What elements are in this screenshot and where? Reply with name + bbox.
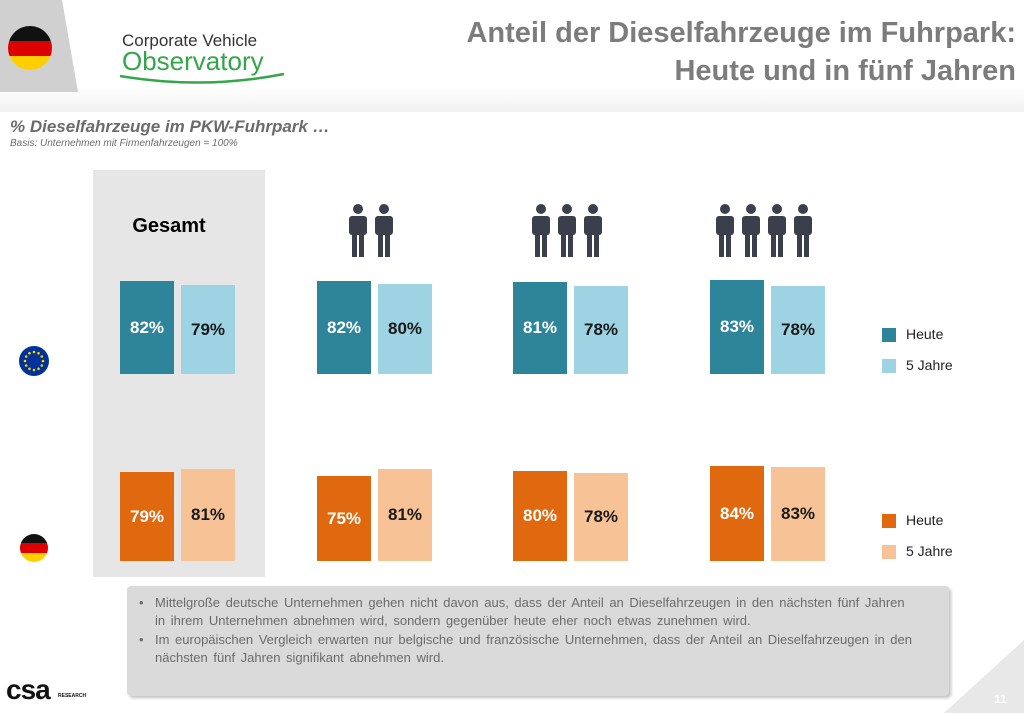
eu-star (28, 367, 31, 371)
header-band (0, 0, 1024, 112)
bar-value-label: 82% (129, 317, 165, 337)
bar-value-label: 79% (190, 319, 226, 339)
title-line1: Anteil der Dieselfahrzeuge im Fuhrpark: (466, 17, 1016, 49)
bar-eu-heute: 82% (120, 281, 174, 374)
eu-star (28, 351, 31, 355)
eu-star (24, 355, 28, 358)
bar-eu-5jahre: 78% (574, 286, 628, 374)
bar-value-label: 80% (387, 319, 423, 338)
legend-de-heute-label: Heute (906, 512, 944, 528)
eu-star (32, 350, 36, 354)
logo-line2: Observatory (122, 46, 264, 76)
bar-value-label: 78% (780, 320, 816, 339)
eu-star (40, 364, 44, 367)
bar-de-heute: 84% (710, 466, 764, 561)
person-icon (582, 203, 604, 262)
eu-star (23, 359, 27, 363)
chart-subtitle: % Dieselfahrzeuge im PKW-Fuhrpark … (10, 117, 330, 136)
person-icon (766, 203, 788, 262)
person-icon (740, 203, 762, 262)
bar-eu-heute: 81% (513, 282, 567, 374)
basis-note: Basis: Unternehmen mit Firmenfahrzeugen … (10, 138, 238, 149)
bar-eu-5jahre: 78% (771, 286, 825, 374)
bar-de-5jahre: 78% (574, 473, 628, 561)
person-icon (530, 203, 552, 262)
bar-eu-heute: 82% (317, 281, 371, 374)
page-title: Anteil der Dieselfahrzeuge im Fuhrpark: … (376, 14, 1016, 90)
three-persons-icon (530, 203, 604, 262)
csa-logo: csa (6, 674, 51, 705)
bar-value-label: 84% (719, 503, 755, 523)
person-icon (714, 203, 736, 262)
bar-value-label: 78% (583, 320, 619, 339)
corporate-vehicle-observatory-logo: Corporate Vehicle Observatory (119, 31, 285, 84)
bar-value-label: 79% (129, 506, 165, 526)
germany-flag-icon (8, 26, 52, 70)
bar-value-label: 81% (387, 505, 423, 524)
person-icon (556, 203, 578, 262)
csa-logo-sub: RESEARCH (58, 693, 87, 699)
four-persons-icon (714, 203, 814, 262)
eu-star (37, 351, 40, 355)
gesamt-label: Gesamt (132, 215, 206, 237)
eu-star (41, 359, 45, 363)
legend-de-5jahre-swatch (882, 545, 896, 559)
bar-value-label: 78% (583, 507, 619, 526)
bar-eu-5jahre: 79% (181, 285, 235, 374)
bar-de-heute: 79% (120, 472, 174, 561)
eu-star (32, 368, 36, 372)
page-corner (944, 640, 1024, 713)
bar-value-label: 82% (326, 317, 362, 337)
legend-eu-5jahre-swatch (882, 359, 896, 373)
logo-line1: Corporate Vehicle (122, 31, 257, 50)
bar-value-label: 83% (780, 504, 816, 523)
bar-value-label: 75% (326, 508, 362, 528)
bar-value-label: 80% (522, 506, 558, 525)
bar-de-heute: 75% (317, 476, 371, 561)
germany-flag-small-icon (20, 534, 48, 562)
title-line2: Heute und in fünf Jahren (674, 55, 1016, 87)
bar-de-heute: 80% (513, 471, 567, 561)
finding-item: Mittelgroße deutsche Unternehmen gehen n… (139, 594, 915, 630)
bar-de-5jahre: 83% (771, 467, 825, 561)
person-icon (373, 203, 395, 262)
legend-eu-heute-swatch (882, 328, 896, 342)
eu-star (40, 355, 44, 358)
findings-box: Mittelgroße deutsche Unternehmen gehen n… (127, 586, 949, 696)
person-icon (792, 203, 814, 262)
eu-star (37, 367, 40, 371)
two-persons-icon (347, 203, 395, 262)
legend-de-heute-swatch (882, 514, 896, 528)
finding-item: Im europäischen Vergleich erwarten nur b… (139, 631, 915, 667)
bar-value-label: 81% (190, 505, 226, 524)
legend-de-5jahre-label: 5 Jahre (906, 543, 953, 559)
findings-list: Mittelgroße deutsche Unternehmen gehen n… (139, 594, 949, 667)
eu-star (24, 364, 28, 367)
bar-de-5jahre: 81% (181, 469, 235, 561)
bar-eu-5jahre: 80% (378, 284, 432, 374)
eu-flag-icon (19, 346, 49, 376)
bar-value-label: 81% (522, 318, 558, 337)
legend-eu-5jahre-label: 5 Jahre (906, 357, 953, 373)
bar-de-5jahre: 81% (378, 469, 432, 561)
page-number: 11 (994, 692, 1007, 706)
bar-value-label: 83% (719, 317, 755, 336)
person-icon (347, 203, 369, 262)
bar-eu-heute: 83% (710, 280, 764, 374)
legend-eu-heute-label: Heute (906, 326, 944, 342)
